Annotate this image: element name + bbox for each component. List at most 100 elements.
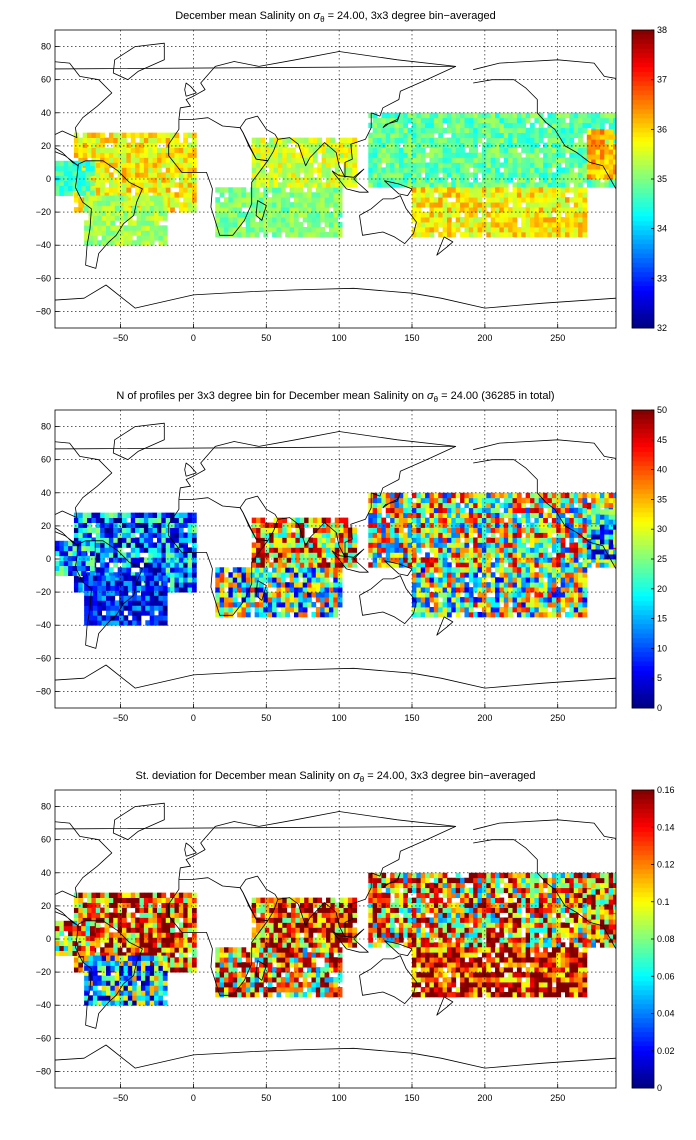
data-cell — [569, 587, 575, 593]
data-cell — [76, 170, 82, 177]
data-cell — [547, 542, 553, 548]
data-cell — [143, 152, 149, 158]
data-cell — [183, 132, 188, 139]
data-cell — [321, 522, 327, 528]
colorbar-segment — [632, 206, 654, 213]
data-cell — [433, 202, 439, 208]
data-cell — [446, 112, 452, 119]
data-cell — [538, 162, 544, 168]
data-cell — [451, 157, 457, 163]
data-cell — [578, 132, 583, 139]
data-cell — [543, 187, 548, 193]
data-cell — [87, 152, 92, 158]
data-cell — [299, 182, 305, 188]
data-cell — [569, 157, 575, 163]
data-cell — [565, 562, 570, 568]
data-cell — [582, 557, 588, 563]
data-cell — [416, 127, 422, 134]
data-cell — [446, 567, 452, 573]
data-cell — [403, 162, 409, 168]
data-cell — [398, 512, 404, 519]
data-cell — [78, 147, 84, 153]
data-cell — [595, 134, 601, 140]
data-cell — [578, 492, 583, 499]
data-cell — [604, 137, 610, 143]
data-cell — [215, 602, 221, 608]
data-cell — [425, 562, 430, 568]
data-cell — [140, 600, 146, 606]
data-cell — [245, 222, 251, 228]
data-cell — [464, 572, 470, 578]
data-cell — [385, 117, 391, 124]
data-cell — [547, 177, 553, 183]
data-cell — [521, 167, 527, 173]
data-cell — [161, 527, 167, 533]
data-cell — [416, 192, 422, 198]
data-cell — [289, 572, 295, 578]
data-cell — [407, 127, 413, 134]
data-cell — [372, 142, 378, 148]
data-cell — [565, 162, 570, 168]
data-cell — [490, 492, 496, 499]
data-cell — [307, 222, 312, 228]
data-cell — [599, 144, 605, 150]
data-cell — [89, 170, 95, 177]
colorbar-segment — [632, 202, 654, 208]
data-cell — [499, 567, 505, 573]
data-cell — [473, 192, 478, 198]
colorbar-segment — [632, 76, 654, 82]
data-cell — [135, 517, 140, 523]
data-cell — [468, 212, 474, 218]
data-cell — [495, 517, 500, 523]
data-cell — [286, 177, 292, 183]
data-cell — [100, 547, 105, 553]
data-cell — [127, 200, 133, 206]
data-cell — [97, 575, 103, 581]
data-cell — [613, 137, 617, 143]
data-cell — [486, 542, 492, 548]
y-tick-label: 20 — [41, 521, 51, 531]
data-cell — [285, 212, 290, 218]
data-cell — [250, 597, 256, 603]
data-cell — [525, 182, 531, 188]
data-cell — [114, 585, 120, 591]
data-cell — [343, 157, 349, 163]
data-cell — [154, 620, 159, 626]
data-cell — [481, 592, 487, 598]
data-cell — [254, 212, 260, 218]
data-cell — [101, 220, 107, 226]
data-cell — [101, 575, 107, 581]
data-cell — [582, 122, 588, 129]
data-cell — [438, 197, 443, 203]
data-cell — [127, 235, 133, 241]
data-cell — [273, 182, 279, 188]
data-cell — [416, 202, 422, 208]
data-cell — [237, 567, 242, 573]
data-cell — [473, 147, 478, 153]
data-cell — [123, 195, 129, 201]
data-cell — [326, 562, 331, 568]
data-cell — [595, 507, 601, 514]
data-cell — [538, 137, 544, 143]
data-cell — [481, 157, 487, 163]
data-cell — [347, 152, 353, 158]
data-cell — [276, 222, 282, 228]
data-cell — [298, 611, 304, 618]
data-cell — [599, 534, 605, 540]
data-cell — [330, 562, 336, 568]
data-cell — [565, 122, 570, 129]
data-cell — [149, 205, 155, 211]
data-cell — [412, 517, 417, 523]
data-cell — [191, 562, 197, 568]
data-cell — [385, 547, 391, 553]
data-cell — [108, 187, 114, 193]
data-cell — [556, 592, 562, 598]
data-cell — [433, 147, 439, 153]
data-cell — [126, 142, 132, 148]
data-cell — [136, 215, 142, 221]
data-cell — [473, 582, 478, 588]
data-cell — [451, 552, 457, 558]
data-cell — [85, 185, 91, 191]
data-cell — [68, 545, 73, 552]
data-cell — [68, 165, 73, 172]
